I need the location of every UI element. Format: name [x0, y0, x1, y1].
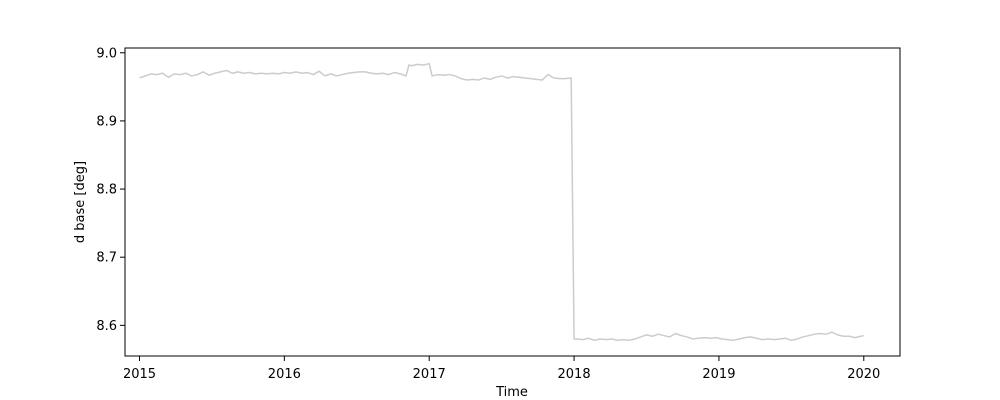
y-tick-label: 8.7	[96, 251, 117, 266]
series-line-0	[139, 62, 864, 342]
x-tick-label: 2016	[268, 367, 301, 382]
x-tick-label: 2019	[702, 367, 735, 382]
x-axis-label: Time	[495, 385, 528, 400]
x-tick-label: 2020	[847, 367, 880, 382]
y-tick-label: 8.9	[96, 114, 117, 129]
x-tick-label: 2015	[123, 367, 156, 382]
y-axis-label: d base [deg]	[73, 161, 88, 243]
y-tick-label: 9.0	[96, 46, 117, 61]
y-tick-label: 8.8	[96, 183, 117, 198]
series-layer	[139, 62, 864, 342]
x-tick-label: 2017	[413, 367, 446, 382]
plot-frame	[124, 47, 901, 357]
y-axis: 8.6 8.7 8.8 8.9 9.0	[96, 46, 125, 334]
x-axis: 2015 2016 2017 2018 2019 2020	[123, 356, 880, 382]
x-tick-label: 2018	[558, 367, 591, 382]
plot-background	[125, 48, 900, 356]
y-tick-label: 8.6	[96, 319, 117, 334]
